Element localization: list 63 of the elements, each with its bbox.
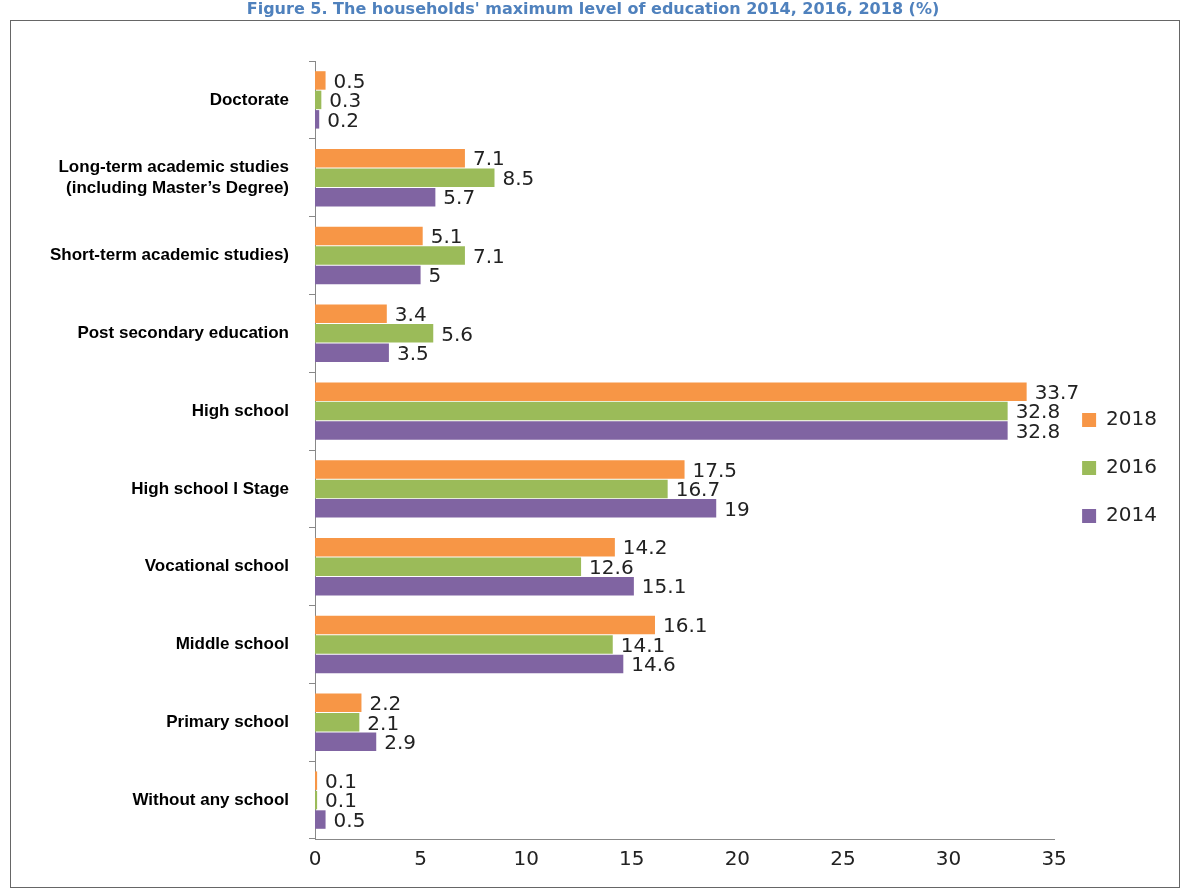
y-tick-label: Short-term academic studies)	[49, 245, 289, 265]
bar	[315, 246, 465, 265]
data-label: 5.6	[441, 321, 474, 346]
bar	[315, 304, 387, 324]
bar	[315, 635, 613, 654]
data-label: 15.1	[641, 574, 687, 599]
bar	[315, 226, 423, 246]
data-label: 3.4	[394, 302, 427, 327]
legend-label: 2016	[1106, 454, 1158, 479]
data-label: 5	[428, 263, 442, 288]
x-tick-label: 0	[308, 846, 322, 871]
bar	[315, 810, 326, 829]
bar	[315, 615, 655, 635]
bar	[315, 71, 326, 90]
bar	[315, 168, 495, 187]
bar	[315, 732, 377, 751]
y-tick-label: Primary school	[166, 711, 289, 731]
bar	[315, 576, 634, 596]
y-tick-label: Vocational school	[144, 556, 289, 576]
bar	[315, 479, 668, 499]
bar	[315, 557, 582, 576]
x-tick-label: 5	[414, 846, 427, 871]
y-tick-label: Doctorate	[209, 89, 289, 109]
bar	[315, 187, 436, 207]
bar	[315, 771, 318, 790]
legend-label: 2018	[1106, 406, 1158, 431]
bar	[315, 401, 1008, 421]
y-tick-label: High school I Stage	[131, 478, 289, 498]
x-tick-label: 30	[935, 846, 962, 871]
y-tick-label: High school	[191, 400, 289, 420]
data-label: 7.1	[472, 243, 505, 268]
data-label: 7.1	[472, 146, 505, 171]
legend-label: 2014	[1106, 502, 1158, 527]
data-label: 5.1	[430, 224, 463, 249]
x-tick-label: 25	[830, 846, 856, 871]
bar	[315, 90, 322, 110]
y-tick-label: Middle school	[175, 634, 289, 654]
y-tick-label: Long-term academic studies (including Master’s Degree)	[58, 157, 289, 197]
bar	[315, 421, 1008, 440]
x-tick-label: 15	[619, 846, 645, 871]
x-tick-label: 10	[513, 846, 539, 871]
bar	[315, 460, 685, 479]
bar	[315, 265, 421, 285]
x-tick-label: 35	[1041, 846, 1067, 871]
data-label: 3.5	[396, 340, 429, 365]
bar	[315, 790, 318, 810]
data-label: 19	[724, 496, 750, 521]
y-tick-label: Post secondary education	[77, 322, 289, 342]
data-label: 5.7	[443, 185, 476, 210]
y-tick-label: Without any school	[132, 789, 289, 809]
bar	[315, 382, 1027, 401]
bar	[315, 110, 320, 129]
x-tick-label: 20	[724, 846, 751, 871]
bar	[315, 654, 624, 674]
bar	[315, 343, 389, 362]
bar	[315, 693, 362, 713]
bar	[315, 324, 434, 343]
data-label: 8.5	[502, 165, 535, 190]
bar	[315, 538, 615, 557]
bar	[315, 713, 360, 732]
chart-title: Figure 5. The households' maximum level of education 2014, 2016, 2018 (%)	[245, 0, 941, 20]
bar	[315, 149, 465, 168]
bar	[315, 499, 717, 518]
